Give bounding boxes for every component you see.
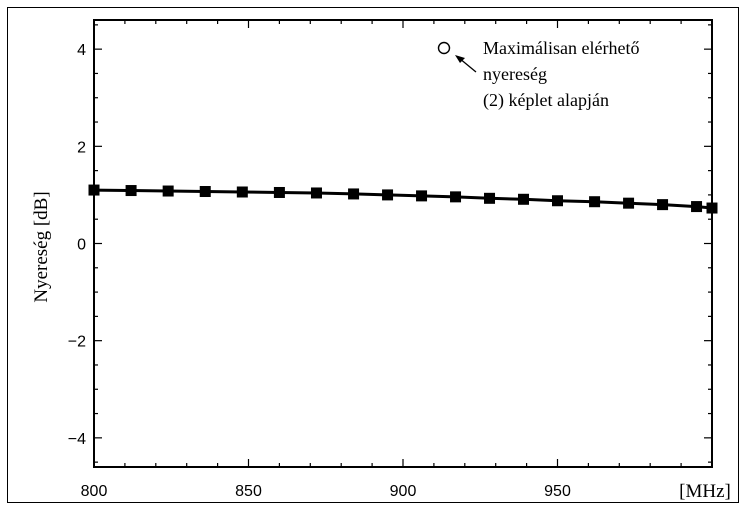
x-tick-label: 850 <box>235 483 262 500</box>
data-point-square <box>657 199 669 211</box>
data-point-square <box>273 186 285 198</box>
data-point-square <box>199 186 211 198</box>
annotation-arrow-head <box>455 55 465 63</box>
x-tick-label: 950 <box>544 483 571 500</box>
figure-frame <box>7 7 739 503</box>
series-group <box>88 184 718 214</box>
x-unit-label: [MHz] <box>679 481 731 502</box>
annotation-marker-circle <box>437 41 451 55</box>
x-axis: 800 850 900 950 <box>81 20 713 500</box>
annotation-line-3: (2) képlet alapján <box>483 90 609 111</box>
data-point-square <box>162 185 174 197</box>
series-line <box>93 188 713 210</box>
data-point-square <box>450 191 462 203</box>
y-tick-label: 0 <box>77 237 86 254</box>
data-point-square <box>382 189 394 201</box>
annotation-line-2: nyereség <box>483 64 547 84</box>
y-tick-label: −4 <box>68 431 86 448</box>
y-axis-label: Nyereség [dB] <box>31 191 52 302</box>
data-point-square <box>706 202 718 214</box>
y-tick-label: 2 <box>77 139 86 156</box>
y-tick-label: −2 <box>68 334 86 351</box>
data-point-square <box>552 195 563 207</box>
data-point-square <box>348 188 360 200</box>
data-point-square <box>518 193 530 205</box>
data-point-square <box>310 187 322 199</box>
data-point-square <box>125 185 137 197</box>
y-axis: −4 −2 0 2 4 <box>68 24 712 463</box>
plot-area <box>93 19 713 468</box>
data-point-square <box>623 197 635 209</box>
x-tick-label: 800 <box>81 483 108 500</box>
x-tick-label: 900 <box>390 483 417 500</box>
annotation-line-1: Maximálisan elérhető <box>483 38 639 58</box>
data-point-square <box>88 184 100 196</box>
annotation: Maximálisan elérhető nyereség (2) képlet… <box>437 38 639 111</box>
data-point-square <box>691 201 703 213</box>
y-tick-label: 4 <box>77 42 86 59</box>
data-point-square <box>484 192 496 204</box>
data-point-square <box>416 190 428 202</box>
data-point-square <box>236 186 248 198</box>
data-point-square <box>589 196 601 208</box>
